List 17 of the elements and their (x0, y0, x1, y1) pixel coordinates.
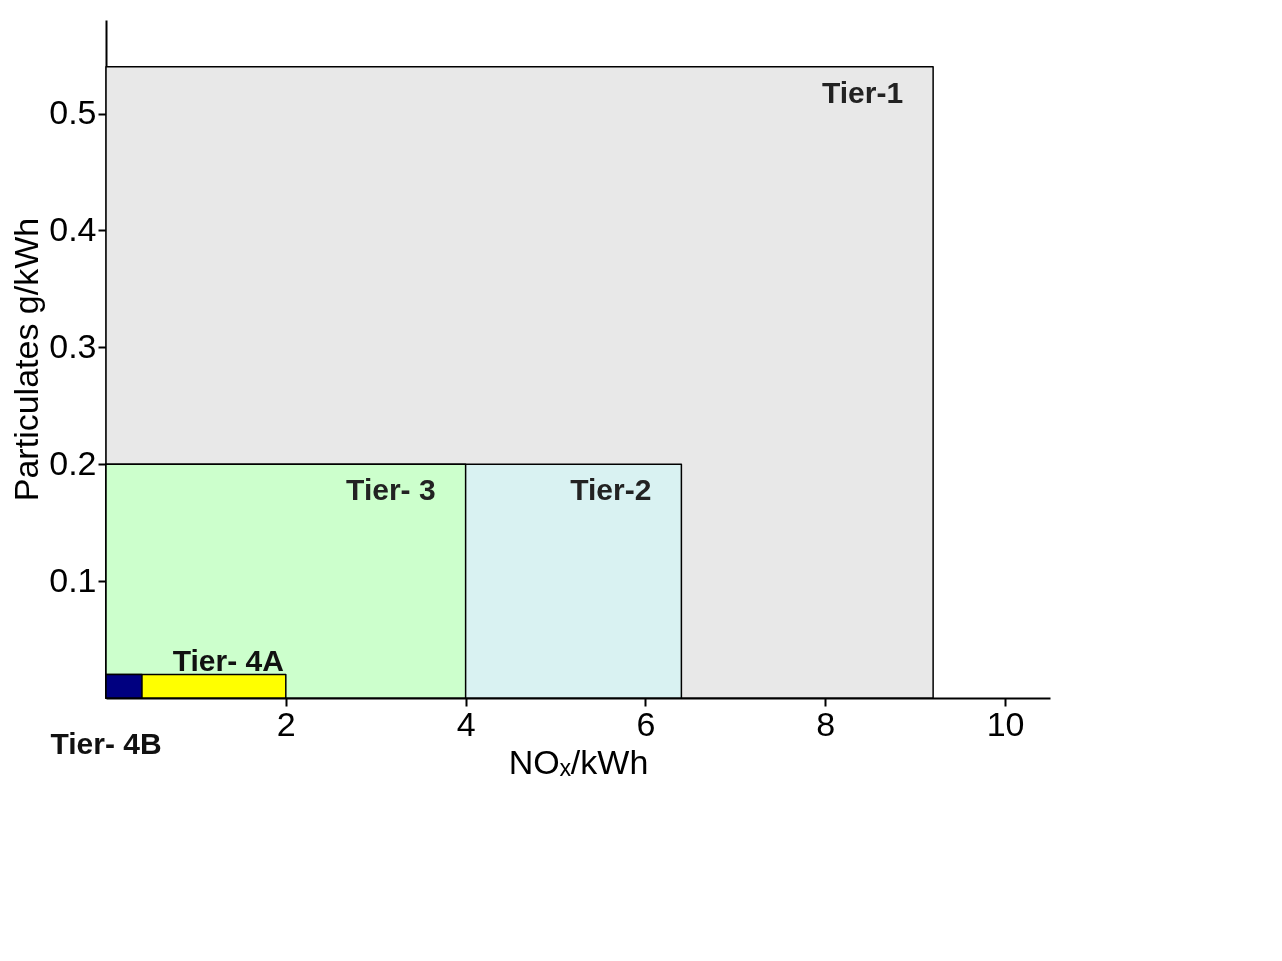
y-tick-label: 0.2 (49, 443, 97, 482)
series-label: Tier-2 (570, 473, 652, 507)
x-tick-label: 10 (986, 704, 1025, 743)
y-axis-title: Particulates g/kWh (7, 217, 46, 502)
y-tick-label: 0.5 (49, 93, 97, 132)
series-label: Tier- 4A (172, 643, 284, 677)
series-label: Tier- 3 (346, 473, 436, 507)
y-tick-label: 0.4 (49, 209, 97, 248)
y-tick-label: 0.3 (49, 326, 97, 365)
x-tick-label: 4 (456, 704, 476, 743)
x-tick-label: 8 (816, 704, 836, 743)
x-tick-label: 6 (636, 704, 656, 743)
series-label: Tier-1 (821, 75, 904, 109)
series-label: Tier- 4B (50, 726, 162, 760)
x-tick-label: 2 (276, 704, 296, 743)
y-tick-label: 0.1 (49, 560, 97, 599)
x-axis-title: NOₓ/kWh (508, 742, 649, 781)
